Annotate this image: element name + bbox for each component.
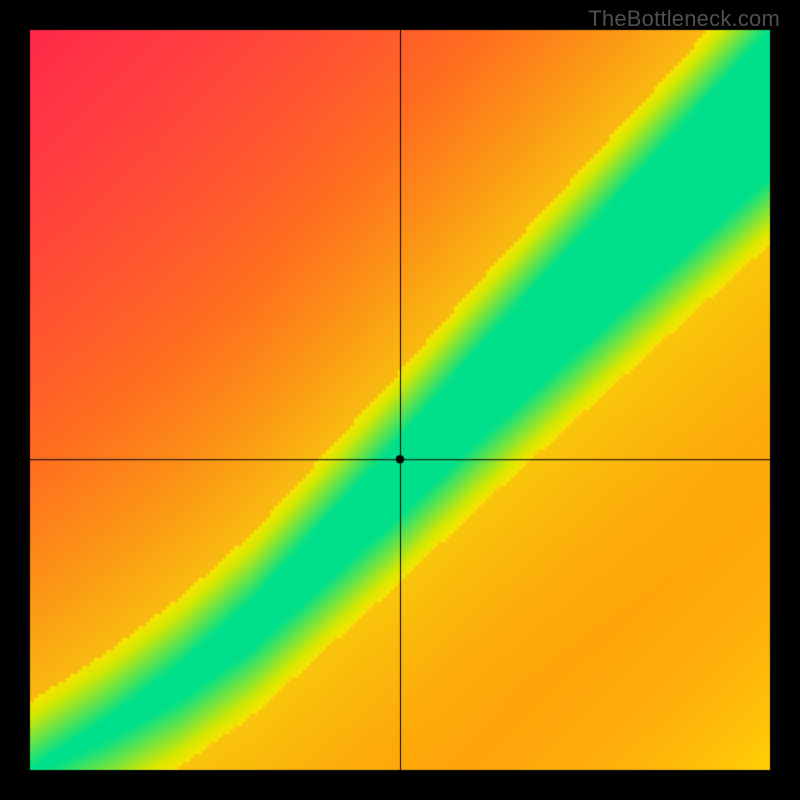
heatmap-canvas <box>0 0 800 800</box>
watermark-text: TheBottleneck.com <box>588 6 780 32</box>
chart-container: TheBottleneck.com <box>0 0 800 800</box>
